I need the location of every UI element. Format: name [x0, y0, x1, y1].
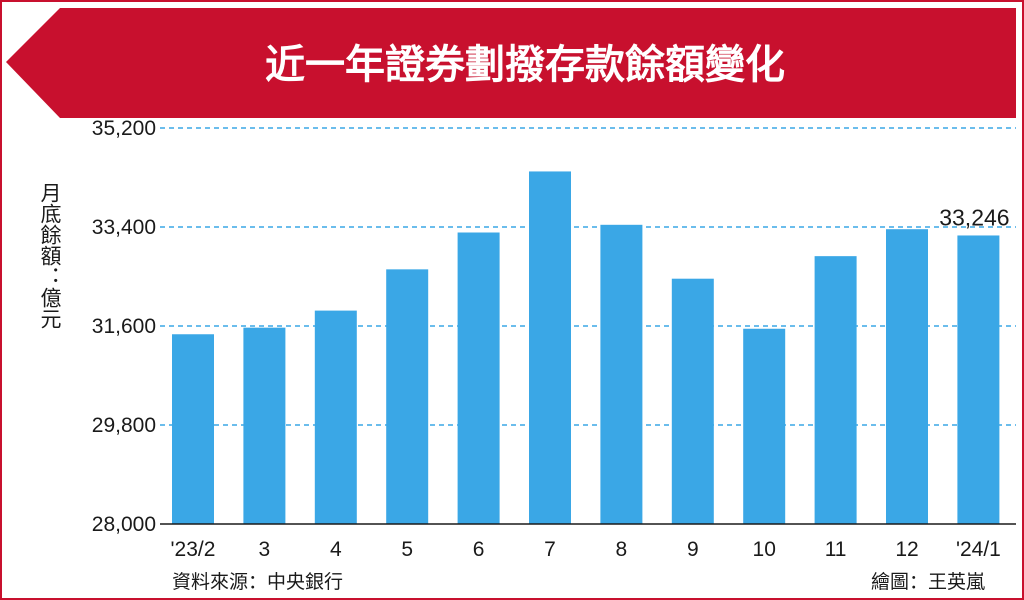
x-tick-label: 8 [616, 538, 628, 561]
bar [886, 229, 928, 524]
x-tick-label: 7 [544, 538, 556, 561]
bar [172, 334, 214, 524]
y-tick-label: 29,800 [92, 414, 156, 437]
bar [957, 235, 1000, 524]
chart-title: 近一年證券劃撥存款餘額變化 [265, 42, 785, 88]
x-tick-label: 9 [687, 538, 699, 561]
x-tick-label: 10 [753, 538, 776, 561]
x-tick-label: 6 [473, 538, 485, 561]
y-axis-label: 月底餘額：億元 [38, 182, 62, 329]
bar [600, 224, 643, 525]
x-tick-label: 11 [825, 538, 847, 561]
bars [172, 171, 1000, 525]
bar [243, 327, 286, 524]
title-banner [6, 8, 1016, 118]
x-tick-label: '23/2 [171, 538, 216, 561]
x-tick-label: 3 [259, 538, 271, 561]
y-tick-label: 28,000 [92, 513, 156, 536]
bar [529, 171, 571, 524]
x-tick-label: '24/1 [956, 538, 1001, 561]
x-axis-ticks: '23/2 3 4 5 6 7 8 9 10 11 12 '24/1 [171, 538, 1001, 561]
gridlines [160, 127, 1016, 426]
bar [671, 278, 714, 524]
bar [314, 310, 357, 524]
data-label-latest: 33,246 [939, 204, 1009, 230]
credit-note: 繪圖：王英嵐 [871, 571, 985, 593]
bar [386, 269, 429, 524]
y-tick-label: 35,200 [92, 117, 156, 140]
bar [457, 232, 500, 524]
source-note: 資料來源：中央銀行 [172, 571, 343, 593]
bar [743, 328, 786, 524]
x-tick-label: 5 [401, 538, 413, 561]
y-axis-ticks: 28,000 29,800 31,600 33,400 35,200 [92, 117, 156, 536]
bar [814, 256, 857, 524]
y-tick-label: 31,600 [92, 315, 156, 338]
x-tick-label: 12 [895, 538, 918, 561]
x-tick-label: 4 [330, 538, 342, 561]
y-tick-label: 33,400 [92, 216, 156, 239]
